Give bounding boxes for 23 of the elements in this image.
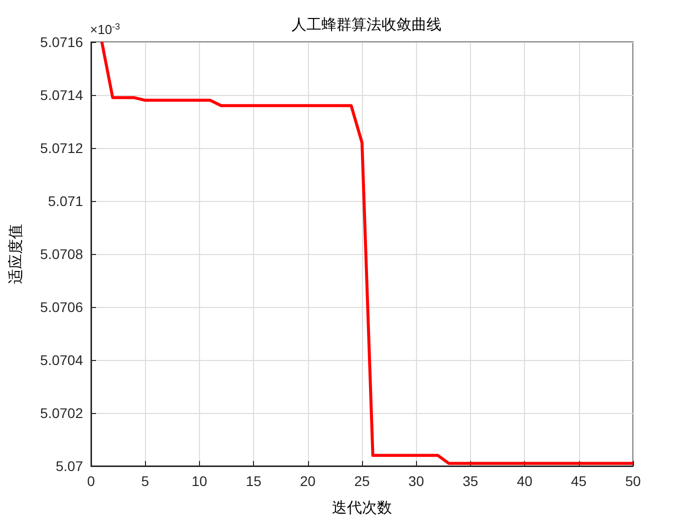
x-tick-label: 30 [408, 473, 424, 489]
y-tick-label: 5.0708 [40, 246, 84, 262]
y-tick-label: 5.0716 [40, 34, 84, 50]
x-tick-label: 45 [571, 473, 587, 489]
y-tick-label: 5.071 [48, 193, 84, 209]
x-tick-label: 40 [516, 473, 533, 489]
x-tick-label: 50 [625, 473, 641, 489]
y-tick-label: 5.0706 [40, 299, 84, 315]
x-tick-label: 35 [462, 473, 478, 489]
y-axis-title: 适应度值 [6, 224, 24, 284]
y-tick-label: 5.0714 [40, 87, 84, 103]
x-tick-label: 0 [87, 473, 96, 489]
x-tick-label: 20 [300, 473, 316, 489]
y-tick-label: 5.0702 [40, 405, 84, 421]
x-tick-label: 15 [246, 473, 262, 489]
x-tick-label: 10 [192, 473, 208, 489]
x-tick-label: 5 [141, 473, 150, 489]
x-axis-title: 迭代次数 [332, 498, 392, 516]
y-tick-label: 5.0712 [40, 140, 84, 156]
y-tick-label: 5.0704 [40, 352, 84, 368]
y-tick-label: 5.07 [56, 458, 84, 474]
chart-title: 人工蜂群算法收敛曲线 [292, 16, 442, 34]
x-tick-label: 25 [354, 473, 370, 489]
